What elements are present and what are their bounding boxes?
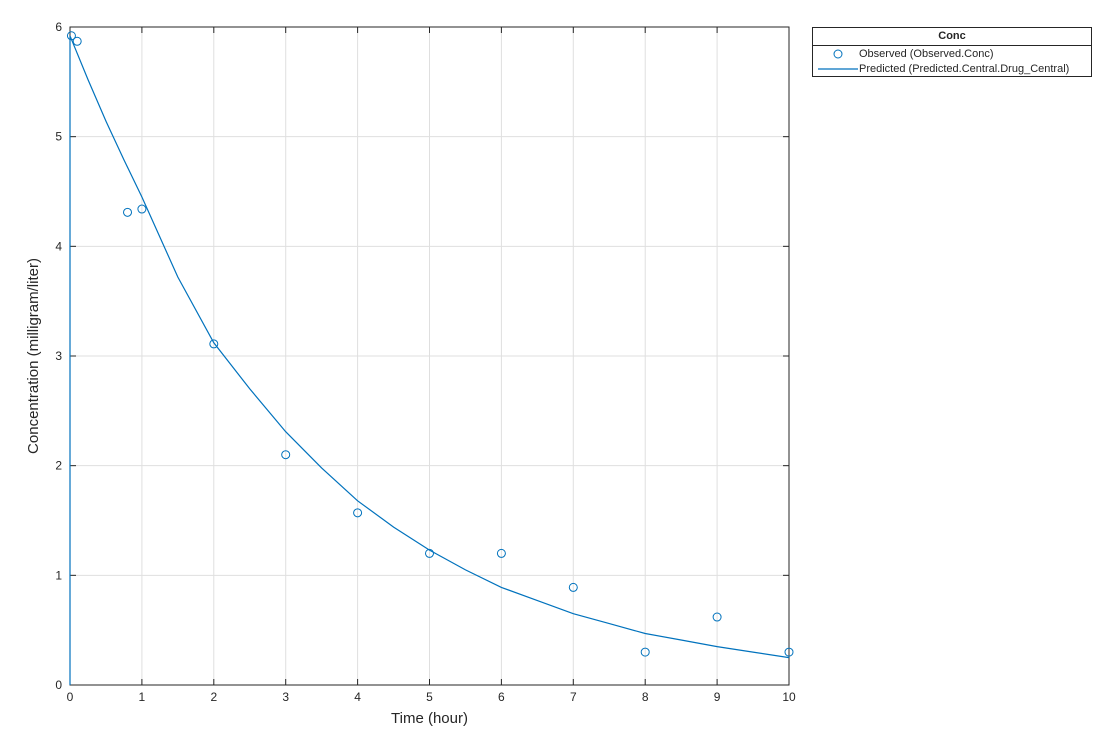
observed-point: [425, 548, 434, 558]
observed-point: [66, 31, 76, 41]
x-tick-label: 6: [498, 690, 505, 704]
x-tick-label: 2: [210, 690, 217, 704]
predicted-line: [69, 35, 790, 685]
observed-point: [640, 647, 650, 657]
legend-title: Conc: [813, 28, 1091, 46]
observed-point: [496, 548, 506, 558]
legend-item-observed: Observed (Observed.Conc): [813, 46, 1091, 61]
observed-point: [784, 647, 794, 657]
y-axis-label: Concentration (milligram/liter): [25, 258, 42, 454]
legend-label-predicted: Predicted (Predicted.Central.Drug_Centra…: [859, 62, 1070, 75]
x-tick-label: 1: [139, 690, 146, 704]
x-tick-label: 3: [282, 690, 289, 704]
observed-point: [209, 339, 219, 349]
y-tick-label: 3: [55, 349, 62, 363]
observed-point: [123, 207, 133, 217]
line-marker-icon: [817, 61, 859, 76]
x-tick-label: 9: [714, 690, 721, 704]
grid: [69, 26, 790, 686]
y-tick-label: 2: [55, 459, 62, 473]
observed-point: [568, 582, 578, 592]
observed-point: [712, 612, 722, 622]
x-tick-label: 4: [354, 690, 361, 704]
x-tick-label: 8: [642, 690, 649, 704]
observed-point: [72, 36, 82, 46]
y-tick-label: 0: [55, 678, 62, 692]
x-tick-label: 10: [782, 690, 796, 704]
x-tick-label: 5: [426, 690, 433, 704]
circle-marker-icon: [817, 46, 859, 61]
y-tick-label: 1: [55, 568, 62, 582]
observed-point: [281, 450, 291, 460]
x-tick-label: 7: [570, 690, 577, 704]
y-tick-label: 5: [55, 130, 62, 144]
axis-ticks: 0 1 2 3 4 5 6 7 8 9 10 0 1 2 3 4 5 6: [55, 20, 796, 704]
observed-point: [137, 204, 147, 214]
x-axis-label: Time (hour): [391, 710, 468, 727]
legend-label-observed: Observed (Observed.Conc): [859, 47, 994, 60]
observed-point: [353, 508, 363, 518]
y-tick-label: 4: [55, 239, 62, 253]
series-layer: [66, 31, 794, 685]
y-tick-label: 6: [55, 20, 62, 34]
legend: Conc Observed (Observed.Conc) Predicted …: [812, 27, 1092, 77]
x-tick-label: 0: [67, 690, 74, 704]
legend-item-predicted: Predicted (Predicted.Central.Drug_Centra…: [813, 61, 1091, 76]
